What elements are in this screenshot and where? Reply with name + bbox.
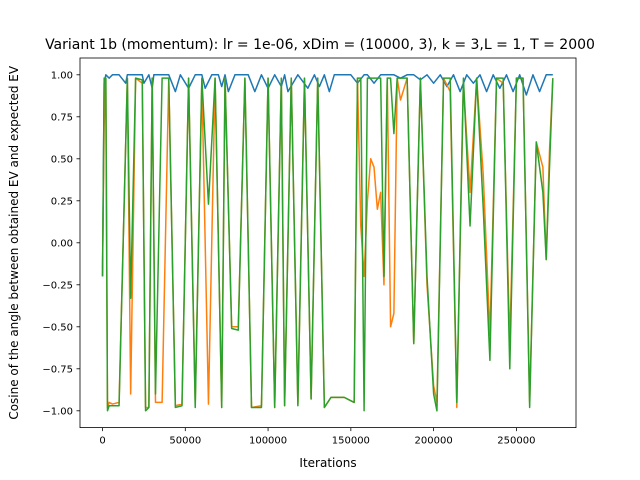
- x-axis: 0 50000 100000 150000 200000 250000: [99, 427, 535, 447]
- x-tick-label: 200000: [415, 436, 453, 447]
- x-tick-label: 50000: [169, 436, 201, 447]
- chart-title: Variant 1b (momentum): lr = 1e-06, xDim …: [45, 37, 595, 53]
- y-tick-label: 0.00: [51, 238, 73, 249]
- y-tick-label: −0.25: [42, 280, 73, 291]
- y-tick-label: −0.75: [42, 364, 73, 375]
- x-tick-label: 100000: [249, 436, 287, 447]
- series-line-1: [101, 74, 553, 277]
- y-axis-label: Cosine of the angle between obtained EV …: [7, 65, 21, 420]
- x-axis-label: Iterations: [299, 456, 356, 470]
- y-tick-label: 0.25: [51, 196, 73, 207]
- y-tick-label: 0.50: [51, 154, 73, 165]
- plot-series-group: [101, 74, 554, 412]
- y-axis: −1.00 −0.75 −0.50 −0.25 0.00 0.25 0.50 0.75 1.00: [42, 70, 80, 417]
- series-line-3: [101, 77, 554, 412]
- x-tick-label: 250000: [497, 436, 535, 447]
- x-tick-label: 0: [99, 436, 105, 447]
- y-tick-label: 0.75: [51, 112, 73, 123]
- x-tick-label: 150000: [332, 436, 370, 447]
- y-tick-label: 1.00: [51, 70, 73, 81]
- y-tick-label: −0.50: [42, 322, 73, 333]
- y-tick-label: −1.00: [42, 406, 73, 417]
